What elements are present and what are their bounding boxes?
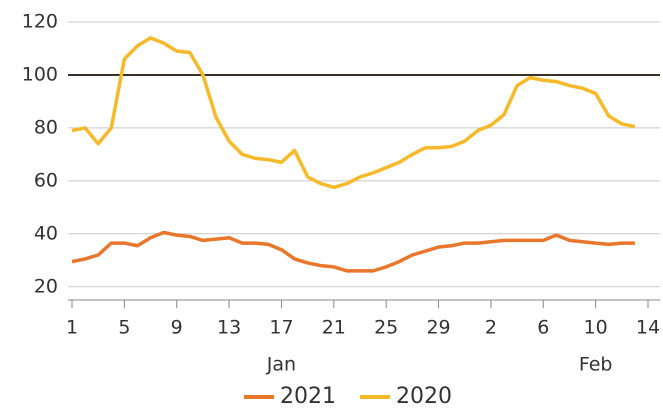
month-label: Feb [579,354,613,376]
month-label: Jan [266,354,296,376]
x-tick-label: 5 [118,317,130,339]
x-tick-label: 17 [269,317,293,339]
y-tick-label: 120 [22,11,58,33]
x-tick-label: 14 [636,317,660,339]
y-tick-label: 40 [34,222,58,244]
legend-label: 2021 [280,384,336,409]
x-tick-label: 9 [171,317,183,339]
x-tick-label: 10 [584,317,608,339]
legend-label: 2020 [396,384,452,409]
y-tick-label: 100 [22,63,58,85]
x-tick-label: 6 [537,317,549,339]
series-line [71,36,636,190]
x-tick-label: 29 [426,317,450,339]
x-tick-label: 1 [66,317,78,339]
x-tick-label: 13 [217,317,241,339]
y-tick-label: 20 [34,275,58,297]
y-tick-label: 80 [34,116,58,138]
y-tick-label: 60 [34,169,58,191]
x-tick-label: 25 [374,317,398,339]
x-tick-label: 21 [322,317,346,339]
x-tick-label: 2 [485,317,497,339]
series-line [71,230,635,273]
